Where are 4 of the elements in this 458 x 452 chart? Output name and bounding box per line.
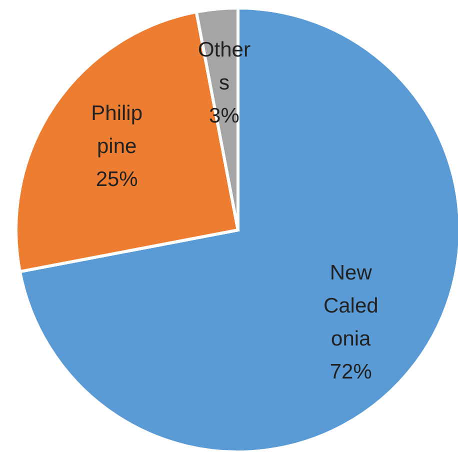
- data-label: 25%: [96, 168, 138, 192]
- data-label: 72%: [330, 360, 372, 384]
- slice-label: Philippine: [91, 102, 143, 158]
- slice-label: New Caledonia: [323, 261, 378, 350]
